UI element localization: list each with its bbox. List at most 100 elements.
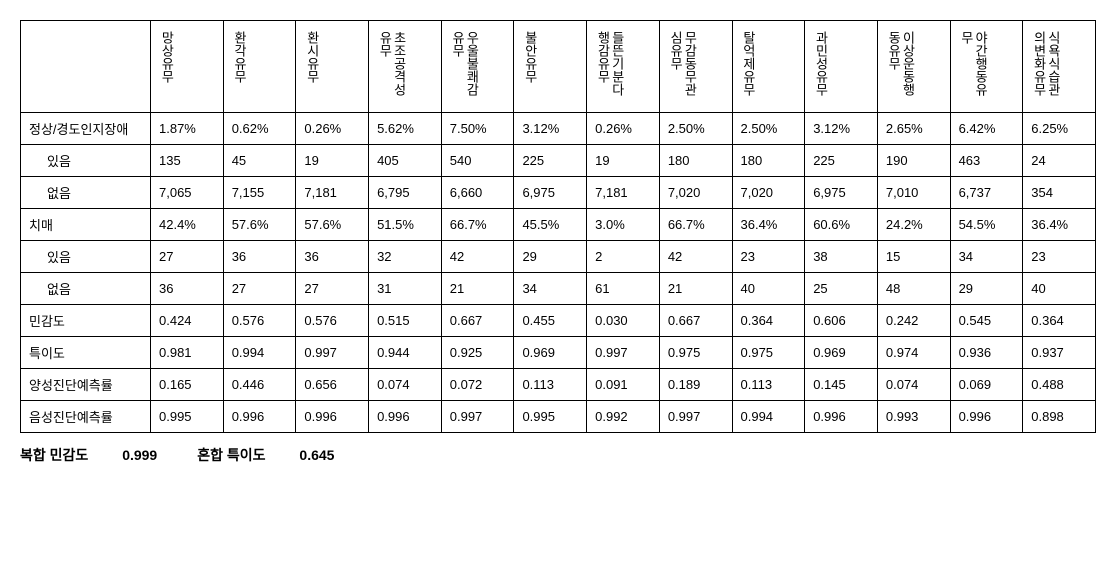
column-header: 환각유무 — [223, 21, 296, 113]
column-header-label: 우울불쾌감유무 — [450, 31, 479, 103]
cell-value: 21 — [659, 273, 732, 305]
column-header: 환시유무 — [296, 21, 369, 113]
column-header-label: 환시유무 — [304, 31, 318, 83]
cell-value: 0.446 — [223, 369, 296, 401]
cell-value: 180 — [659, 145, 732, 177]
cell-value: 0.242 — [877, 305, 950, 337]
cell-value: 0.997 — [296, 337, 369, 369]
footer-sensitivity: 복합 민감도 0.999 — [20, 445, 157, 465]
table-body: 정상/경도인지장애1.87%0.62%0.26%5.62%7.50%3.12%0… — [21, 113, 1096, 433]
cell-value: 38 — [805, 241, 878, 273]
cell-value: 0.074 — [369, 369, 442, 401]
cell-value: 0.898 — [1023, 401, 1096, 433]
cell-value: 0.944 — [369, 337, 442, 369]
cell-value: 1.87% — [151, 113, 224, 145]
cell-value: 0.145 — [805, 369, 878, 401]
row-label: 없음 — [21, 177, 151, 209]
cell-value: 19 — [296, 145, 369, 177]
footer-specificity: 혼합 특이도 0.645 — [197, 445, 334, 465]
row-label: 치매 — [21, 209, 151, 241]
cell-value: 7,181 — [296, 177, 369, 209]
cell-value: 0.994 — [223, 337, 296, 369]
cell-value: 45.5% — [514, 209, 587, 241]
column-header: 우울불쾌감유무 — [441, 21, 514, 113]
column-header-label: 야간행동유무 — [959, 31, 988, 103]
cell-value: 31 — [369, 273, 442, 305]
cell-value: 0.996 — [369, 401, 442, 433]
cell-value: 0.576 — [296, 305, 369, 337]
row-label: 양성진단예측률 — [21, 369, 151, 401]
footer-sensitivity-label: 복합 민감도 — [20, 447, 88, 463]
cell-value: 42 — [441, 241, 514, 273]
column-header-label: 식욕식습관의변화유무 — [1031, 31, 1060, 103]
cell-value: 0.576 — [223, 305, 296, 337]
cell-value: 0.165 — [151, 369, 224, 401]
column-header: 무감동무관심유무 — [659, 21, 732, 113]
cell-value: 2.65% — [877, 113, 950, 145]
cell-value: 0.455 — [514, 305, 587, 337]
cell-value: 0.113 — [514, 369, 587, 401]
cell-value: 42 — [659, 241, 732, 273]
row-label: 특이도 — [21, 337, 151, 369]
cell-value: 7,020 — [659, 177, 732, 209]
cell-value: 3.12% — [805, 113, 878, 145]
cell-value: 0.091 — [587, 369, 660, 401]
cell-value: 0.936 — [950, 337, 1023, 369]
table-row: 음성진단예측률0.9950.9960.9960.9960.9970.9950.9… — [21, 401, 1096, 433]
cell-value: 24.2% — [877, 209, 950, 241]
cell-value: 0.667 — [659, 305, 732, 337]
cell-value: 540 — [441, 145, 514, 177]
cell-value: 135 — [151, 145, 224, 177]
cell-value: 0.974 — [877, 337, 950, 369]
cell-value: 57.6% — [223, 209, 296, 241]
cell-value: 2 — [587, 241, 660, 273]
cell-value: 354 — [1023, 177, 1096, 209]
cell-value: 21 — [441, 273, 514, 305]
table-row: 없음36272731213461214025482940 — [21, 273, 1096, 305]
cell-value: 0.994 — [732, 401, 805, 433]
cell-value: 6,660 — [441, 177, 514, 209]
cell-value: 0.072 — [441, 369, 514, 401]
row-label: 음성진단예측률 — [21, 401, 151, 433]
column-header: 초조공격성유무 — [369, 21, 442, 113]
row-label: 있음 — [21, 145, 151, 177]
cell-value: 405 — [369, 145, 442, 177]
cell-value: 6,975 — [514, 177, 587, 209]
column-header-label: 환각유무 — [232, 31, 246, 83]
cell-value: 29 — [514, 241, 587, 273]
cell-value: 40 — [732, 273, 805, 305]
cell-value: 0.975 — [732, 337, 805, 369]
cell-value: 0.545 — [950, 305, 1023, 337]
cell-value: 0.996 — [805, 401, 878, 433]
cell-value: 7,010 — [877, 177, 950, 209]
cell-value: 0.656 — [296, 369, 369, 401]
cell-value: 0.996 — [223, 401, 296, 433]
footer-sensitivity-value: 0.999 — [122, 447, 157, 463]
cell-value: 0.996 — [296, 401, 369, 433]
column-header: 망상유무 — [151, 21, 224, 113]
cell-value: 7,065 — [151, 177, 224, 209]
table-row: 없음7,0657,1557,1816,7956,6606,9757,1817,0… — [21, 177, 1096, 209]
table-row: 양성진단예측률0.1650.4460.6560.0740.0720.1130.0… — [21, 369, 1096, 401]
cell-value: 0.969 — [514, 337, 587, 369]
cell-value: 24 — [1023, 145, 1096, 177]
column-header-label: 탈억제유무 — [741, 31, 755, 96]
cell-value: 7.50% — [441, 113, 514, 145]
cell-value: 32 — [369, 241, 442, 273]
row-label: 정상/경도인지장애 — [21, 113, 151, 145]
cell-value: 0.189 — [659, 369, 732, 401]
cell-value: 225 — [514, 145, 587, 177]
cell-value: 0.993 — [877, 401, 950, 433]
cell-value: 6.42% — [950, 113, 1023, 145]
cell-value: 0.26% — [587, 113, 660, 145]
footer-specificity-value: 0.645 — [299, 447, 334, 463]
cell-value: 0.424 — [151, 305, 224, 337]
cell-value: 6,737 — [950, 177, 1023, 209]
table-row: 있음2736363242292422338153423 — [21, 241, 1096, 273]
cell-value: 6,975 — [805, 177, 878, 209]
column-header: 야간행동유무 — [950, 21, 1023, 113]
column-header: 과민성유무 — [805, 21, 878, 113]
cell-value: 0.030 — [587, 305, 660, 337]
cell-value: 0.997 — [587, 337, 660, 369]
cell-value: 36.4% — [1023, 209, 1096, 241]
